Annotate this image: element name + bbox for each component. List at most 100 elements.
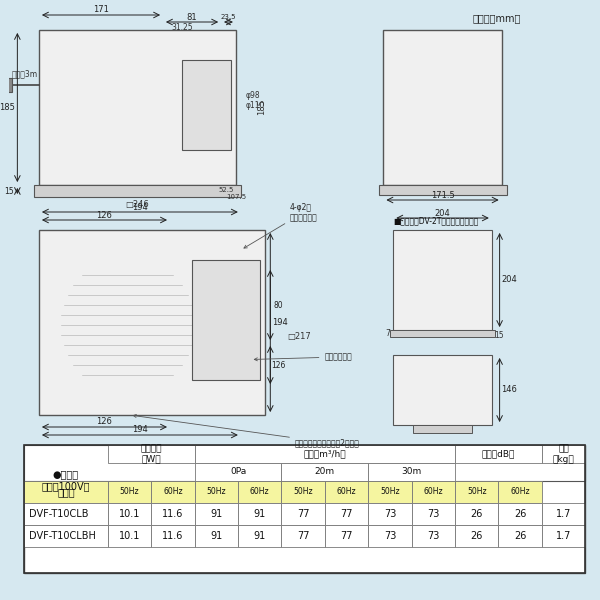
Bar xyxy=(542,525,585,547)
Text: 171.5: 171.5 xyxy=(431,191,454,199)
Text: 10.1: 10.1 xyxy=(119,509,140,519)
Bar xyxy=(108,445,194,463)
Text: 15: 15 xyxy=(5,187,14,196)
Bar xyxy=(325,525,368,547)
Bar xyxy=(412,481,455,503)
Bar xyxy=(455,481,499,503)
Text: 騒音（dB）: 騒音（dB） xyxy=(482,449,515,458)
Bar xyxy=(194,525,238,547)
Bar xyxy=(394,355,492,425)
Text: 23.5: 23.5 xyxy=(221,14,236,20)
Text: ■吊下金具DV-2T（別売）取付位置: ■吊下金具DV-2T（別売）取付位置 xyxy=(394,216,479,225)
Text: 81: 81 xyxy=(187,13,197,22)
Text: 風量（m³/h）: 風量（m³/h） xyxy=(304,449,346,458)
Text: □246: □246 xyxy=(125,200,149,209)
Bar xyxy=(542,445,585,463)
Bar xyxy=(455,525,499,547)
Bar xyxy=(191,260,260,380)
Text: 91: 91 xyxy=(210,509,223,519)
Bar xyxy=(238,503,281,525)
Text: 91: 91 xyxy=(254,531,266,541)
Text: 77: 77 xyxy=(340,509,353,519)
Bar xyxy=(391,330,494,337)
Bar xyxy=(151,481,194,503)
Text: 52.5: 52.5 xyxy=(218,187,233,193)
Text: φ110: φ110 xyxy=(245,100,265,109)
Text: 1.7: 1.7 xyxy=(556,531,571,541)
Bar xyxy=(39,30,236,185)
Bar xyxy=(499,481,542,503)
Text: 26: 26 xyxy=(514,509,526,519)
Text: 171: 171 xyxy=(93,5,109,14)
Text: 50Hz: 50Hz xyxy=(380,487,400,497)
Text: 11.6: 11.6 xyxy=(163,509,184,519)
Text: 60Hz: 60Hz xyxy=(511,487,530,497)
Bar xyxy=(182,60,231,150)
Text: DVF-T10CLBH: DVF-T10CLBH xyxy=(29,531,96,541)
Text: 26: 26 xyxy=(470,509,483,519)
Text: 126: 126 xyxy=(97,211,112,220)
Bar xyxy=(499,503,542,525)
Text: 7: 7 xyxy=(385,329,391,337)
Text: 77: 77 xyxy=(297,509,310,519)
Text: 1.7: 1.7 xyxy=(556,509,571,519)
Bar xyxy=(499,525,542,547)
Bar xyxy=(39,230,265,415)
Bar xyxy=(24,525,108,547)
Bar xyxy=(194,503,238,525)
Bar xyxy=(383,30,502,185)
Text: 60Hz: 60Hz xyxy=(250,487,269,497)
Bar xyxy=(108,503,151,525)
Bar xyxy=(108,525,151,547)
Text: 50Hz: 50Hz xyxy=(293,487,313,497)
Text: 10.1: 10.1 xyxy=(119,531,140,541)
Bar xyxy=(455,445,542,463)
Bar xyxy=(151,525,194,547)
Bar xyxy=(542,503,585,525)
Bar xyxy=(281,525,325,547)
Text: 204: 204 xyxy=(434,208,451,217)
Text: 73: 73 xyxy=(427,509,440,519)
Bar xyxy=(412,503,455,525)
Text: 30m: 30m xyxy=(401,467,422,476)
Text: 73: 73 xyxy=(384,531,396,541)
Text: 31.25: 31.25 xyxy=(172,23,194,32)
Text: 185: 185 xyxy=(0,103,16,112)
Bar xyxy=(368,481,412,503)
Text: 194: 194 xyxy=(272,318,288,327)
Bar xyxy=(194,445,455,463)
Bar xyxy=(24,481,108,503)
Bar xyxy=(24,445,585,481)
Bar xyxy=(281,503,325,525)
Bar xyxy=(24,445,585,573)
Bar xyxy=(24,445,108,529)
Text: 50Hz: 50Hz xyxy=(120,487,139,497)
Bar xyxy=(24,503,108,525)
Text: 60Hz: 60Hz xyxy=(163,487,183,497)
Text: 11.6: 11.6 xyxy=(163,531,184,541)
Text: 204: 204 xyxy=(502,275,517,284)
Bar xyxy=(455,503,499,525)
Text: 77: 77 xyxy=(297,531,310,541)
Bar xyxy=(108,481,151,503)
Bar xyxy=(325,481,368,503)
Text: 146: 146 xyxy=(502,385,517,395)
Text: 194: 194 xyxy=(132,425,148,434)
Text: 質量
（kg）: 質量 （kg） xyxy=(553,444,574,464)
Bar xyxy=(394,230,492,330)
Text: 26: 26 xyxy=(470,531,483,541)
Text: 排気口取付用: 排気口取付用 xyxy=(254,352,352,361)
Text: □217: □217 xyxy=(287,332,311,341)
Text: 126: 126 xyxy=(97,418,112,427)
Bar xyxy=(368,525,412,547)
Text: φ98: φ98 xyxy=(245,91,260,100)
Bar xyxy=(34,185,241,197)
Bar xyxy=(194,481,238,503)
Text: 50Hz: 50Hz xyxy=(206,487,226,497)
Text: 73: 73 xyxy=(384,509,396,519)
Text: 91: 91 xyxy=(210,531,223,541)
Text: 有効長3m: 有効長3m xyxy=(11,69,38,78)
Bar xyxy=(281,481,325,503)
Bar xyxy=(194,463,281,481)
Text: 形　名: 形 名 xyxy=(57,487,75,497)
